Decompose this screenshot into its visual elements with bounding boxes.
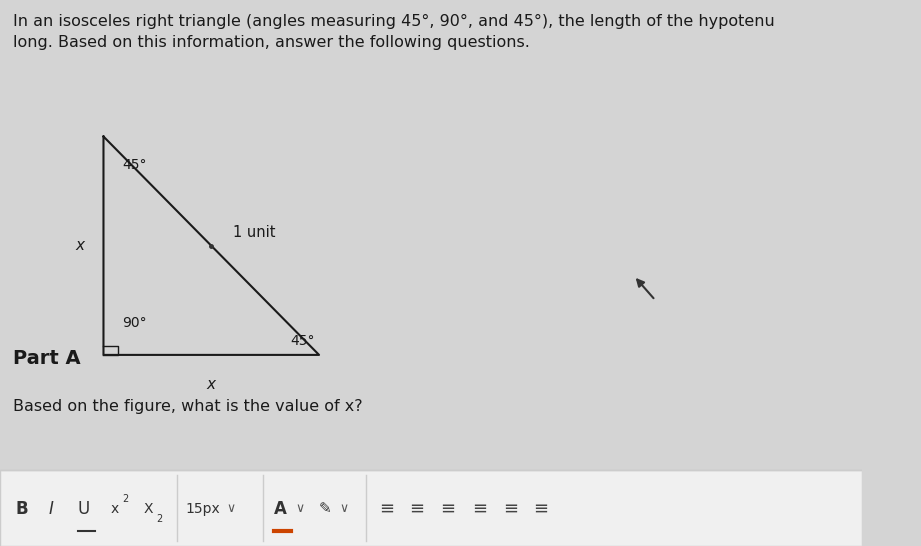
Text: A: A (274, 500, 287, 518)
Text: ∨: ∨ (339, 502, 348, 515)
Text: 90°: 90° (122, 316, 147, 330)
Text: 45°: 45° (122, 158, 147, 173)
Text: ≡: ≡ (533, 500, 548, 518)
Text: x: x (207, 377, 216, 391)
Text: x: x (76, 238, 85, 253)
Text: 2: 2 (122, 494, 129, 504)
FancyBboxPatch shape (0, 470, 862, 546)
Text: In an isosceles right triangle (angles measuring 45°, 90°, and 45°), the length : In an isosceles right triangle (angles m… (13, 14, 775, 29)
Text: x: x (111, 502, 119, 516)
Text: 2: 2 (156, 514, 162, 524)
Text: ✎: ✎ (319, 501, 332, 517)
Text: I: I (48, 500, 53, 518)
Text: Based on the figure, what is the value of x?: Based on the figure, what is the value o… (13, 399, 363, 413)
Text: ≡: ≡ (503, 500, 518, 518)
Text: ≡: ≡ (379, 500, 394, 518)
Text: 1 unit: 1 unit (233, 224, 275, 240)
Text: ∨: ∨ (227, 502, 236, 515)
Text: ≡: ≡ (410, 500, 425, 518)
Text: ≡: ≡ (440, 500, 455, 518)
Text: 45°: 45° (290, 334, 315, 348)
Text: long. Based on this information, answer the following questions.: long. Based on this information, answer … (13, 35, 530, 50)
Text: B: B (16, 500, 29, 518)
Text: 15px: 15px (185, 502, 220, 516)
Text: ∨: ∨ (295, 502, 304, 515)
Text: X: X (143, 502, 153, 516)
Text: U: U (77, 500, 90, 518)
Text: Part A: Part A (13, 349, 80, 369)
Text: ≡: ≡ (472, 500, 488, 518)
